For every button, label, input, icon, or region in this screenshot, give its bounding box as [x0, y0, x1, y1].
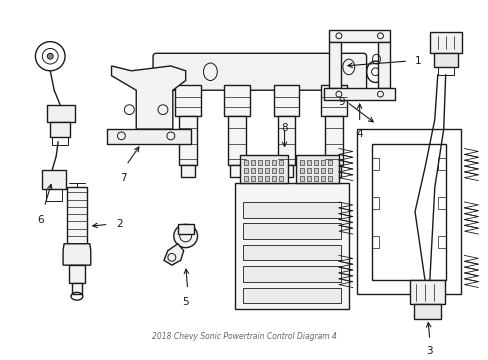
Bar [371, 197, 379, 209]
FancyBboxPatch shape [153, 53, 366, 90]
Bar [244, 168, 247, 173]
Bar [327, 160, 331, 165]
Bar [250, 160, 254, 165]
Text: 2018 Chevy Sonic Powertrain Control Diagram 4: 2018 Chevy Sonic Powertrain Control Diag… [151, 332, 336, 341]
Bar [52, 137, 68, 145]
Bar [324, 88, 394, 100]
Bar [106, 129, 190, 144]
Bar [243, 288, 340, 303]
Bar [413, 304, 440, 319]
Bar [371, 236, 379, 248]
Bar [228, 117, 245, 165]
Bar [321, 176, 325, 181]
Bar [296, 156, 338, 183]
Bar [314, 176, 318, 181]
Bar [235, 183, 348, 309]
Bar [306, 168, 310, 173]
Bar [250, 168, 254, 173]
Text: 4: 4 [356, 129, 362, 139]
Bar [178, 224, 193, 234]
Bar [271, 168, 275, 173]
Bar [244, 160, 247, 165]
Bar [271, 176, 275, 181]
Bar [321, 85, 346, 117]
Bar [181, 165, 194, 177]
Bar [47, 105, 75, 122]
Bar [378, 42, 389, 88]
Bar [314, 160, 318, 165]
Bar [314, 168, 318, 173]
Bar [67, 188, 87, 251]
Bar [306, 176, 310, 181]
Bar [271, 160, 275, 165]
Bar [356, 129, 460, 294]
Bar [264, 176, 268, 181]
Bar [300, 160, 304, 165]
Bar [321, 168, 325, 173]
Bar [409, 280, 444, 304]
Text: 8: 8 [281, 123, 287, 133]
Bar [224, 85, 249, 117]
Bar [279, 165, 293, 177]
Bar [42, 170, 66, 189]
Bar [257, 160, 261, 165]
Bar [429, 32, 461, 53]
Bar [328, 42, 340, 88]
Bar [257, 168, 261, 173]
Bar [243, 266, 340, 282]
Bar [244, 176, 247, 181]
Bar [278, 160, 282, 165]
Bar [250, 176, 254, 181]
Bar [243, 245, 340, 260]
Bar [46, 189, 62, 201]
Ellipse shape [47, 53, 53, 59]
Text: 1: 1 [414, 56, 421, 66]
Polygon shape [111, 66, 185, 129]
Text: 5: 5 [182, 297, 188, 307]
Bar [371, 144, 445, 280]
Text: 7: 7 [120, 173, 126, 183]
Bar [230, 165, 244, 177]
Bar [72, 283, 81, 294]
Bar [179, 117, 196, 165]
Bar [69, 265, 84, 283]
Bar [243, 223, 340, 239]
Bar [257, 176, 261, 181]
Bar [437, 67, 453, 75]
Bar [278, 168, 282, 173]
Bar [325, 117, 342, 165]
Bar [240, 156, 287, 183]
Text: 9: 9 [338, 97, 345, 107]
Text: 2: 2 [116, 219, 123, 229]
Ellipse shape [173, 224, 197, 248]
Bar [327, 176, 331, 181]
Bar [264, 168, 268, 173]
Bar [437, 197, 445, 209]
Bar [50, 122, 70, 137]
Text: 3: 3 [426, 346, 432, 356]
Bar [273, 85, 299, 117]
Bar [243, 202, 340, 217]
Bar [437, 236, 445, 248]
Bar [174, 85, 200, 117]
Bar [300, 176, 304, 181]
Bar [278, 176, 282, 181]
Bar [306, 160, 310, 165]
Text: 6: 6 [37, 215, 43, 225]
Bar [264, 160, 268, 165]
Polygon shape [163, 244, 183, 265]
Bar [277, 117, 295, 165]
Bar [437, 158, 445, 170]
Bar [371, 158, 379, 170]
Bar [300, 168, 304, 173]
Bar [321, 160, 325, 165]
Bar [328, 30, 389, 42]
Bar [327, 168, 331, 173]
Bar [326, 165, 340, 177]
Bar [433, 53, 457, 67]
Polygon shape [63, 244, 91, 265]
